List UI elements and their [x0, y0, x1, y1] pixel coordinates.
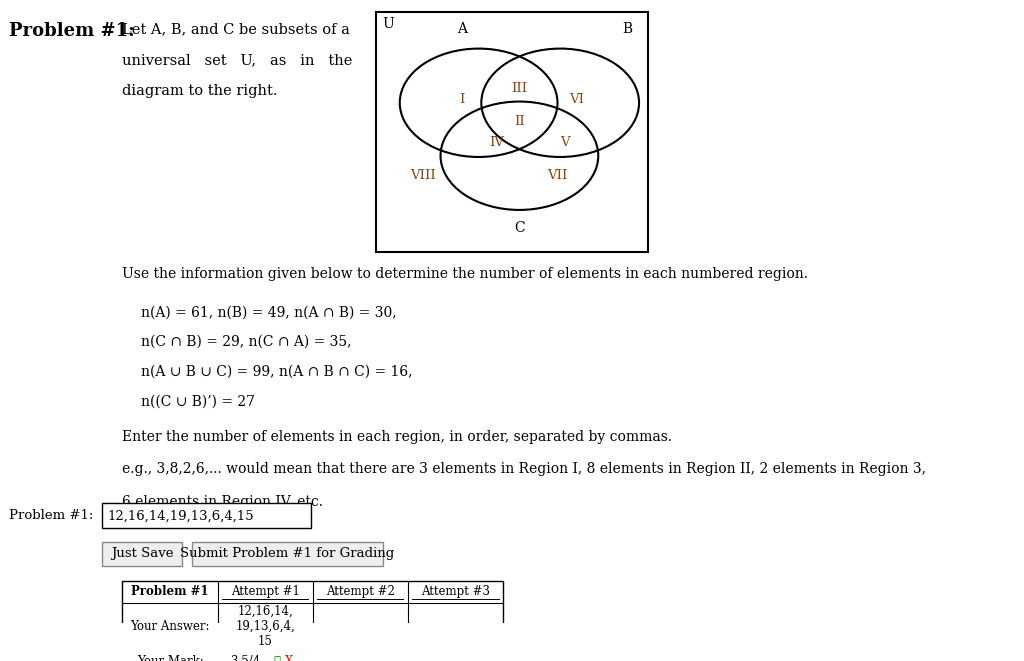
Bar	[123, 580, 503, 661]
Text: Enter the number of elements in each region, in order, separated by commas.: Enter the number of elements in each reg…	[123, 430, 673, 444]
Text: n((C ∪ B)’) = 27: n((C ∪ B)’) = 27	[140, 395, 255, 409]
Text: ✓: ✓	[273, 655, 281, 661]
Text: Submit Problem #1 for Grading: Submit Problem #1 for Grading	[180, 547, 394, 560]
Text: I: I	[460, 93, 465, 106]
Text: diagram to the right.: diagram to the right.	[123, 84, 278, 98]
Text: Just Save: Just Save	[111, 547, 173, 560]
Text: n(A) = 61, n(B) = 49, n(A ∩ B) = 30,: n(A) = 61, n(B) = 49, n(A ∩ B) = 30,	[140, 305, 396, 319]
Bar	[376, 13, 648, 253]
Text: 3.5/4: 3.5/4	[230, 655, 260, 661]
Text: Attempt #3: Attempt #3	[421, 585, 490, 598]
Text: Your Mark:: Your Mark:	[136, 655, 204, 661]
Text: Problem #1:: Problem #1:	[9, 22, 135, 40]
Text: III: III	[511, 82, 527, 95]
Text: VIII: VIII	[411, 169, 436, 182]
Text: II: II	[514, 115, 524, 128]
Text: VII: VII	[547, 169, 567, 182]
Text: 12,16,14,
19,13,6,4,
15: 12,16,14, 19,13,6,4, 15	[236, 605, 295, 648]
Text: U: U	[383, 17, 394, 32]
Text: Attempt #2: Attempt #2	[326, 585, 395, 598]
Text: X: X	[285, 655, 293, 661]
Text: VI: VI	[569, 93, 584, 106]
Text: A: A	[458, 22, 467, 36]
Text: Use the information given below to determine the number of elements in each numb: Use the information given below to deter…	[123, 266, 808, 281]
Text: IV: IV	[489, 136, 504, 149]
Text: Problem #1:: Problem #1:	[9, 509, 93, 522]
Text: Let A, B, and C be subsets of a: Let A, B, and C be subsets of a	[123, 22, 350, 36]
Text: n(A ∪ B ∪ C) = 99, n(A ∩ B ∩ C) = 16,: n(A ∪ B ∪ C) = 99, n(A ∩ B ∩ C) = 16,	[140, 365, 412, 379]
Text: e.g., 3,8,2,6,... would mean that there are 3 elements in Region I, 8 elements i: e.g., 3,8,2,6,... would mean that there …	[123, 462, 927, 476]
Text: Problem #1: Problem #1	[131, 585, 209, 598]
Text: Attempt #1: Attempt #1	[230, 585, 300, 598]
Text: n(C ∩ B) = 29, n(C ∩ A) = 35,: n(C ∩ B) = 29, n(C ∩ A) = 35,	[140, 335, 351, 349]
Bar	[102, 542, 182, 566]
Bar	[193, 542, 383, 566]
Text: B: B	[623, 22, 633, 36]
Text: 6 elements in Region IV, etc.: 6 elements in Region IV, etc.	[123, 494, 324, 508]
Text: V: V	[560, 136, 569, 149]
Text: Your Answer:: Your Answer:	[130, 620, 210, 633]
Bar	[102, 503, 311, 528]
Text: universal   set   U,   as   in   the: universal set U, as in the	[123, 53, 352, 67]
Text: 12,16,14,19,13,6,4,15: 12,16,14,19,13,6,4,15	[108, 509, 255, 522]
Text: C: C	[514, 221, 524, 235]
